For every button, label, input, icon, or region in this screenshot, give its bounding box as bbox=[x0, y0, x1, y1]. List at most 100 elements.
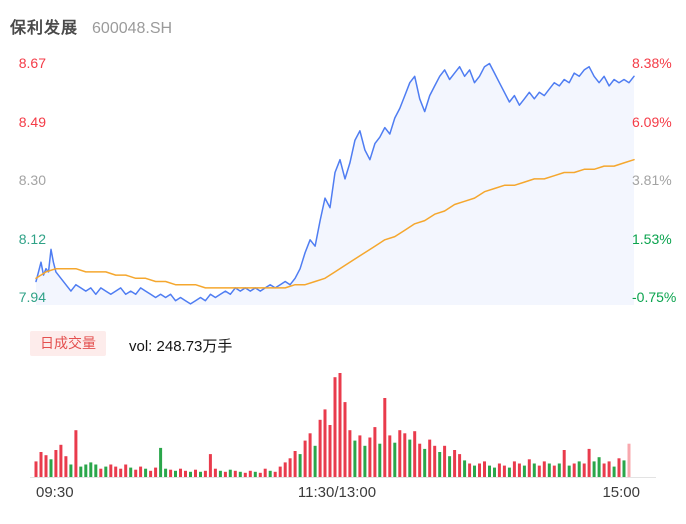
volume-bar bbox=[104, 466, 108, 477]
volume-bar bbox=[542, 461, 546, 477]
volume-bar bbox=[378, 443, 382, 477]
volume-bar bbox=[363, 445, 367, 477]
volume-bar bbox=[398, 430, 402, 477]
volume-bar bbox=[577, 461, 581, 477]
volume-bar bbox=[582, 463, 586, 477]
volume-bar bbox=[179, 468, 182, 477]
volume-bar bbox=[199, 471, 202, 477]
volume-tab-badge[interactable]: 日成交量 bbox=[30, 331, 106, 356]
volume-bar bbox=[139, 466, 143, 477]
volume-bar bbox=[208, 454, 212, 477]
volume-bar bbox=[338, 373, 342, 477]
volume-bar bbox=[353, 440, 357, 477]
volume-bar bbox=[318, 419, 322, 477]
percent-axis-tick: -0.75% bbox=[632, 289, 677, 306]
volume-bar bbox=[263, 468, 267, 477]
volume-bar bbox=[238, 471, 242, 477]
volume-bar bbox=[74, 430, 78, 477]
volume-bar bbox=[627, 443, 631, 477]
volume-bar bbox=[59, 444, 63, 477]
header: 保利发展 600048.SH bbox=[10, 14, 172, 38]
volume-bar bbox=[483, 461, 486, 477]
volume-bar bbox=[308, 433, 312, 477]
volume-bar bbox=[303, 440, 307, 477]
volume-bar bbox=[298, 454, 302, 477]
volume-bar bbox=[547, 463, 551, 477]
volume-bar bbox=[293, 451, 297, 477]
volume-bar bbox=[468, 463, 472, 477]
volume-bar bbox=[144, 468, 148, 477]
volume-bar bbox=[438, 452, 442, 477]
price-axis-tick: 8.30 bbox=[18, 172, 46, 189]
percent-axis-tick: 6.09% bbox=[632, 113, 672, 130]
stock-name: 保利发展 bbox=[10, 20, 79, 37]
volume-bar bbox=[597, 457, 601, 477]
volume-bar bbox=[388, 435, 392, 477]
volume-bar bbox=[49, 459, 53, 477]
volume-bar bbox=[607, 461, 611, 477]
volume-bar bbox=[448, 456, 452, 477]
price-axis-tick: 7.94 bbox=[18, 289, 46, 306]
volume-bar bbox=[323, 409, 327, 477]
volume-bar bbox=[184, 470, 187, 477]
volume-bar bbox=[89, 462, 93, 477]
percent-axis-tick: 3.81% bbox=[632, 172, 672, 189]
volume-bar bbox=[443, 445, 447, 477]
stock-code: 600048.SH bbox=[92, 20, 173, 37]
volume-bar bbox=[517, 463, 521, 477]
volume-bar bbox=[64, 456, 68, 477]
avg-price-line bbox=[35, 158, 635, 289]
volume-bar bbox=[552, 465, 556, 477]
volume-bar bbox=[488, 465, 491, 477]
volume-bar bbox=[602, 463, 606, 477]
volume-bar bbox=[478, 463, 481, 477]
volume-bar bbox=[497, 463, 501, 477]
percent-axis-tick: 1.53% bbox=[632, 230, 672, 247]
volume-bar bbox=[54, 450, 58, 477]
volume-bar bbox=[507, 467, 511, 477]
volume-bar bbox=[532, 463, 536, 477]
volume-bar bbox=[194, 469, 197, 477]
price-line bbox=[35, 62, 635, 305]
volume-bar bbox=[278, 466, 282, 477]
volume-bar bbox=[413, 431, 417, 477]
volume-bar bbox=[418, 443, 422, 477]
volume-bar bbox=[433, 445, 437, 477]
volume-bar bbox=[99, 468, 103, 477]
volume-bar bbox=[393, 442, 397, 477]
volume-bar bbox=[174, 470, 177, 477]
x-axis-label-close: 15:00 bbox=[602, 484, 640, 501]
volume-bar bbox=[218, 470, 222, 477]
volume-bar bbox=[84, 464, 88, 477]
volume-bar bbox=[119, 468, 123, 477]
volume-bar bbox=[502, 465, 506, 477]
volume-bar bbox=[94, 464, 98, 477]
price-axis-tick: 8.49 bbox=[18, 113, 46, 130]
volume-bar bbox=[373, 427, 377, 477]
volume-bar bbox=[408, 439, 412, 477]
volume-bar bbox=[473, 465, 476, 477]
x-axis-label-open: 09:30 bbox=[36, 484, 74, 501]
percent-axis-tick: 8.38% bbox=[632, 55, 672, 71]
volume-bar bbox=[124, 464, 128, 477]
volume-bar bbox=[154, 467, 158, 477]
volume-bar bbox=[572, 463, 576, 477]
volume-bar bbox=[109, 464, 113, 477]
volume-bar bbox=[69, 464, 73, 477]
volume-bar bbox=[512, 461, 516, 477]
volume-bar bbox=[313, 445, 317, 477]
volume-bar bbox=[453, 450, 457, 477]
volume-bar bbox=[258, 472, 262, 477]
volume-bar bbox=[567, 465, 571, 477]
volume-bar bbox=[129, 467, 133, 477]
volume-bar bbox=[348, 430, 352, 477]
volume-bar bbox=[268, 470, 272, 477]
volume-bar bbox=[164, 468, 168, 477]
price-axis-tick: 8.67 bbox=[18, 55, 46, 71]
volume-bar bbox=[383, 398, 387, 477]
volume-bar bbox=[134, 469, 138, 477]
volume-bar bbox=[423, 448, 427, 477]
volume-bar bbox=[159, 447, 163, 477]
volume-bar bbox=[622, 460, 626, 477]
